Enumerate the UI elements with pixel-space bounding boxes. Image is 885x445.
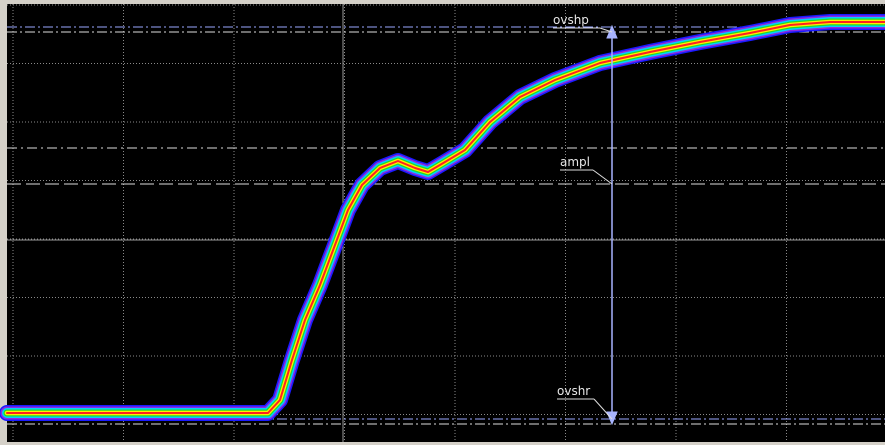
marker-label: ovshr: [557, 384, 590, 398]
marker-label: ampl: [560, 155, 590, 169]
page: ovshp ampl ovshr (() => { const data = J…: [0, 0, 885, 445]
scope-screen: ovshp ampl ovshr: [0, 0, 885, 445]
marker-label: ovshp: [553, 13, 589, 27]
display: [7, 4, 885, 442]
